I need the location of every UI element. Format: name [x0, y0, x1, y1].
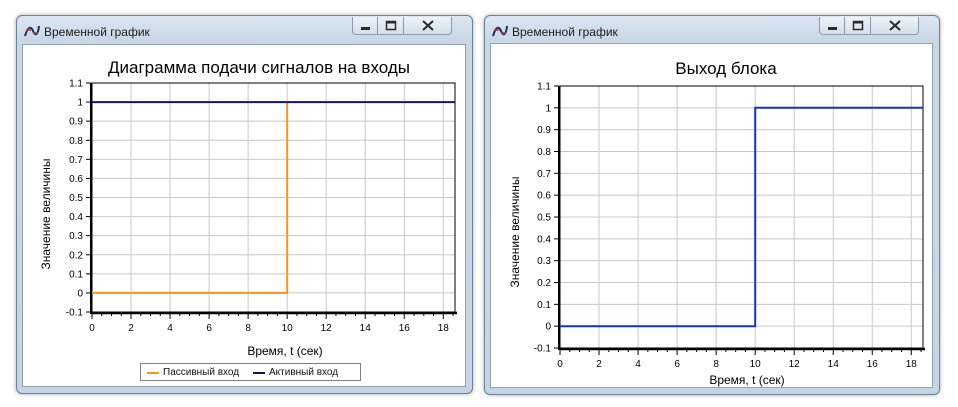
- y-axis-label: Значение величины: [39, 159, 53, 270]
- x-tick-label: 2: [596, 359, 602, 370]
- maximize-button[interactable]: [845, 17, 871, 35]
- y-tick-label: 0.3: [69, 231, 83, 242]
- y-tick-label: 0.8: [69, 136, 83, 147]
- legend-label-active: Активный вход: [269, 367, 339, 378]
- x-tick-label: 10: [750, 359, 762, 370]
- y-tick-label: 0.5: [69, 193, 83, 204]
- maximize-icon: [852, 20, 864, 31]
- close-icon: [422, 20, 434, 31]
- y-tick-label: 1: [77, 98, 83, 109]
- x-tick-label: 14: [828, 359, 840, 370]
- x-tick-label: 14: [360, 323, 372, 334]
- y-tick-label: 0.3: [537, 256, 551, 267]
- x-tick-label: 6: [674, 359, 680, 370]
- y-tick-label: 0.5: [537, 213, 551, 224]
- y-tick-label: 0.1: [537, 300, 551, 311]
- y-tick-label: 0.2: [537, 278, 551, 289]
- y-tick-label: 0.4: [537, 234, 551, 245]
- y-tick-label: 0.7: [69, 155, 83, 166]
- maximize-button[interactable]: [378, 17, 404, 35]
- app-icon: [492, 25, 508, 37]
- x-tick-label: 4: [167, 323, 173, 334]
- legend-label-passive: Пассивный вход: [163, 367, 240, 378]
- y-tick-label: 0.8: [537, 147, 551, 158]
- y-tick-label: 0: [77, 288, 83, 299]
- x-tick-label: 0: [557, 359, 563, 370]
- maximize-icon: [385, 20, 397, 31]
- y-tick-label: 0: [545, 322, 551, 333]
- x-axis-label: Время, t (сек): [709, 373, 784, 387]
- x-tick-label: 10: [282, 323, 294, 334]
- x-axis-label: Время, t (сек): [247, 344, 322, 358]
- time-chart-window-output: Временной график Выход блока Значение ве…: [484, 15, 940, 395]
- chart-inputs: Диаграмма подачи сигналов на входы Значе…: [39, 58, 457, 358]
- close-icon: [889, 20, 901, 31]
- y-tick-label: 0.1: [69, 269, 83, 280]
- legend: Пассивный вход Активный вход: [140, 363, 361, 381]
- y-tick-label: 1: [545, 103, 551, 114]
- x-tick-label: 18: [438, 323, 450, 334]
- y-tick-label: 0.9: [537, 125, 551, 136]
- chart-title: Диаграмма подачи сигналов на входы: [108, 58, 410, 77]
- y-tick-label: 1.1: [537, 82, 551, 93]
- x-tick-label: 8: [245, 323, 251, 334]
- minimize-button[interactable]: [352, 17, 378, 35]
- title-bar[interactable]: Временной график: [485, 16, 939, 46]
- window-title: Временной график: [512, 25, 618, 39]
- y-tick-label: -0.1: [66, 308, 84, 319]
- y-tick-label: 0.6: [537, 191, 551, 202]
- series-line-0: [92, 102, 289, 294]
- series-line-0: [560, 106, 923, 328]
- x-tick-label: 8: [713, 359, 719, 370]
- x-tick-label: 18: [906, 359, 918, 370]
- x-tick-label: 16: [867, 359, 879, 370]
- y-tick-label: 0.6: [69, 174, 83, 185]
- chart-title: Выход блока: [675, 59, 777, 78]
- y-tick-label: 0.2: [69, 250, 83, 261]
- x-tick-label: 16: [399, 323, 411, 334]
- chart-area: Выход блока Значение величины Время, t (…: [490, 43, 933, 388]
- y-tick-label: -0.1: [534, 344, 552, 355]
- close-button[interactable]: [404, 17, 452, 35]
- title-bar[interactable]: Временной график: [17, 16, 472, 46]
- close-button[interactable]: [871, 17, 919, 35]
- legend-line-passive: [147, 372, 159, 374]
- x-tick-label: 4: [635, 359, 641, 370]
- time-chart-window-inputs: Временной график Диаграмма подачи сигнал…: [16, 15, 473, 394]
- x-tick-label: 0: [89, 323, 95, 334]
- y-axis-label: Значение величины: [508, 177, 522, 288]
- x-tick-label: 2: [128, 323, 134, 334]
- minimize-icon: [828, 27, 837, 30]
- x-tick-label: 6: [206, 323, 212, 334]
- y-tick-label: 0.9: [69, 117, 83, 128]
- x-tick-label: 12: [789, 359, 801, 370]
- minimize-icon: [361, 27, 370, 30]
- y-tick-label: 1.1: [69, 79, 83, 90]
- chart-area: Диаграмма подачи сигналов на входы Значе…: [22, 44, 466, 387]
- chart-output: Выход блока Значение величины Время, t (…: [508, 59, 925, 387]
- minimize-button[interactable]: [819, 17, 845, 35]
- y-tick-label: 0.7: [537, 169, 551, 180]
- window-title: Временной график: [44, 25, 150, 39]
- legend-line-active: [253, 372, 265, 374]
- x-tick-label: 12: [321, 323, 333, 334]
- y-tick-label: 0.4: [69, 212, 83, 223]
- app-icon: [24, 25, 40, 37]
